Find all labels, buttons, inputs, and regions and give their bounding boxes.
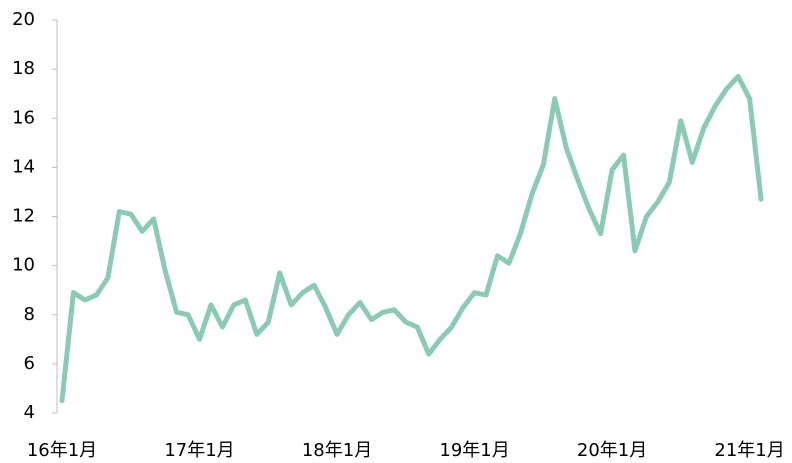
y-tick-label: 20 [12,9,35,30]
y-tick-label: 12 [12,206,35,227]
y-tick-label: 10 [12,255,35,276]
x-tick-label: 18年1月 [302,440,372,461]
x-tick-label: 17年1月 [164,440,234,461]
y-tick-label: 6 [24,353,35,374]
y-tick-label: 8 [24,304,35,325]
x-tick-label: 20年1月 [577,440,647,461]
x-tick-label: 21年1月 [714,440,784,461]
y-tick-label: 18 [12,58,35,79]
line [59,73,764,404]
x-tick-label: 16年1月 [27,440,97,461]
y-tick-label: 16 [12,107,35,128]
y-tick-label: 4 [24,402,35,423]
y-tick-label: 14 [12,156,35,177]
x-tick-label: 19年1月 [439,440,509,461]
